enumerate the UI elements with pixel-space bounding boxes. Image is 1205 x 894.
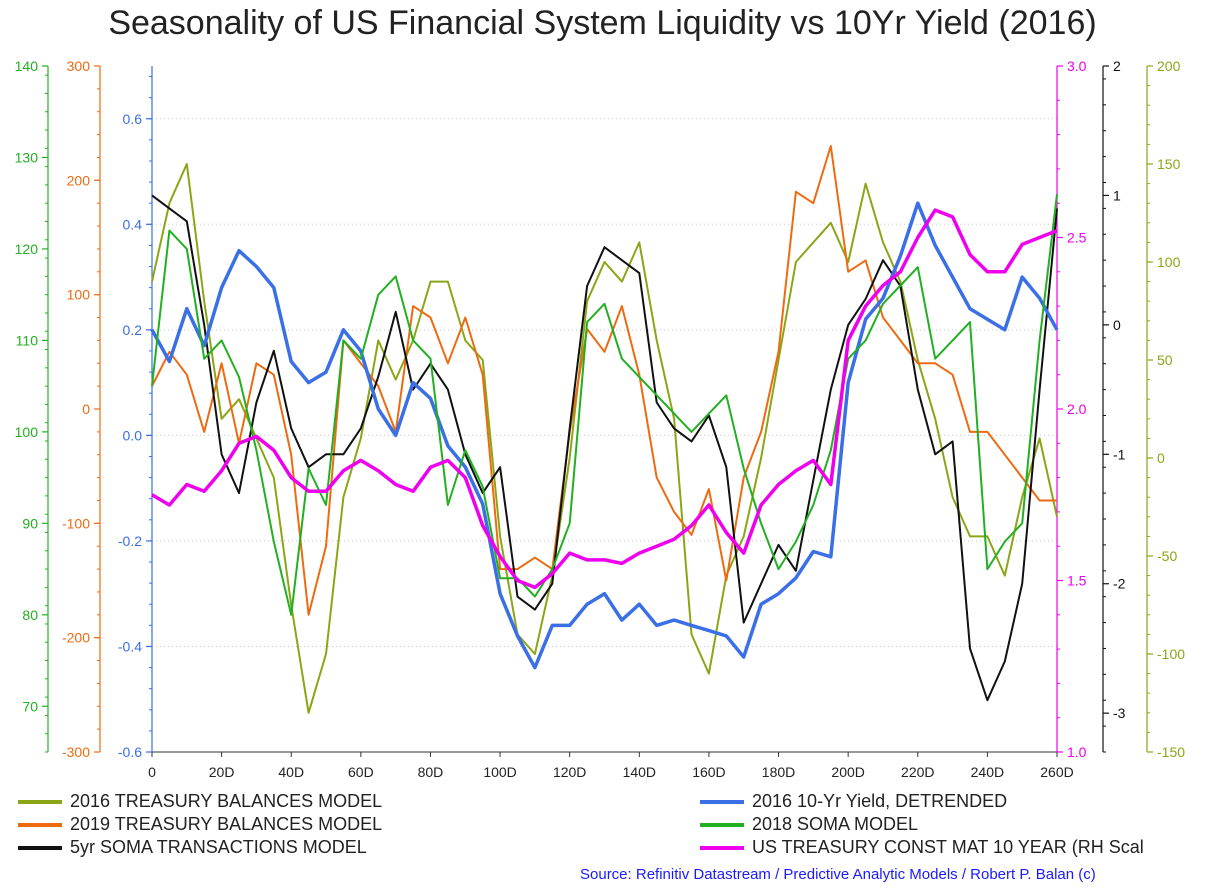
y-tick-label-tb2019-2: -100: [62, 515, 90, 531]
legend-item-tb2019: 2019 TREASURY BALANCES MODEL: [18, 814, 382, 835]
legend-item-soma2018: 2018 SOMA MODEL: [700, 814, 918, 835]
y-tick-label-ust10y-3: 2.5: [1067, 230, 1087, 246]
y-tick-label-soma5yr-2: -1: [1113, 446, 1126, 462]
y-tick-label-tb2016-0: -150: [1157, 744, 1185, 760]
legend-item-tb2016: 2016 TREASURY BALANCES MODEL: [18, 791, 382, 812]
chart-title: Seasonality of US Financial System Liqui…: [108, 4, 1097, 42]
legend-label-soma2018: 2018 SOMA MODEL: [752, 814, 919, 834]
y-tick-label-soma5yr-0: -3: [1113, 705, 1126, 721]
y-tick-label-tb2019-5: 200: [67, 172, 91, 188]
y-tick-label-ust10y-0: 1.0: [1067, 744, 1087, 760]
x-tick-label-9: 180D: [762, 764, 795, 780]
legend-swatch-soma5yr: [18, 846, 62, 851]
x-tick-label-12: 240D: [971, 764, 1004, 780]
series-line-ust10y: [151, 208, 1058, 590]
y-tick-label-yield_detrended-6: 0.6: [123, 111, 143, 127]
x-tick-label-2: 40D: [278, 764, 304, 780]
y-tick-label-tb2016-1: -100: [1157, 646, 1185, 662]
y-tick-label-soma5yr-5: 2: [1113, 58, 1121, 74]
y-tick-label-ust10y-1: 1.5: [1067, 573, 1087, 589]
legend-label-tb2016: 2016 TREASURY BALANCES MODEL: [70, 791, 383, 811]
y-tick-label-soma2018-5: 120: [15, 241, 39, 257]
y-tick-label-tb2016-2: -50: [1157, 548, 1177, 564]
legend-item-yield: 2016 10-Yr Yield, DETRENDED: [700, 791, 1007, 812]
y-tick-label-ust10y-4: 3.0: [1067, 58, 1087, 74]
y-tick-label-soma2018-6: 130: [15, 149, 39, 165]
y-tick-label-tb2016-6: 150: [1157, 156, 1181, 172]
y-tick-label-yield_detrended-3: 0.0: [123, 427, 143, 443]
y-tick-label-tb2019-3: 0: [82, 401, 90, 417]
y-tick-label-soma2018-7: 140: [15, 58, 39, 74]
y-tick-label-tb2016-4: 50: [1157, 352, 1173, 368]
legend-label-soma5yr: 5yr SOMA TRANSACTIONS MODEL: [70, 837, 367, 857]
y-tick-label-tb2019-1: -200: [62, 630, 90, 646]
x-tick-label-6: 120D: [553, 764, 586, 780]
y-tick-label-tb2019-6: 300: [67, 58, 91, 74]
legend-swatch-yield: [700, 800, 744, 805]
y-tick-label-yield_detrended-2: -0.2: [118, 533, 142, 549]
series-line-soma5yr: [151, 194, 1058, 702]
y-tick-label-soma5yr-3: 0: [1113, 317, 1121, 333]
source-note: Source: Refinitiv Datastream / Predictiv…: [580, 866, 1096, 883]
legend-swatch-tb2019: [18, 823, 62, 828]
series-line-tb2016: [151, 163, 1058, 714]
legend-swatch-tb2016: [18, 800, 62, 805]
y-tick-label-tb2019-4: 100: [67, 287, 91, 303]
y-tick-label-soma2018-1: 80: [22, 607, 38, 623]
x-tick-label-1: 20D: [209, 764, 235, 780]
x-tick-label-4: 80D: [418, 764, 444, 780]
y-tick-label-tb2016-5: 100: [1157, 254, 1181, 270]
y-tick-label-tb2016-7: 200: [1157, 58, 1181, 74]
x-tick-label-13: 260D: [1040, 764, 1073, 780]
x-tick-label-5: 100D: [483, 764, 516, 780]
y-tick-label-soma2018-0: 70: [22, 698, 38, 714]
x-tick-label-0: 0: [148, 764, 156, 780]
legend-label-ust10y: US TREASURY CONST MAT 10 YEAR (RH Scal: [752, 837, 1144, 857]
y-tick-label-yield_detrended-1: -0.4: [118, 638, 142, 654]
y-tick-label-soma2018-2: 90: [22, 515, 38, 531]
legend-label-yield: 2016 10-Yr Yield, DETRENDED: [752, 791, 1008, 811]
series-line-tb2019: [151, 145, 1057, 616]
series-layer: [150, 145, 1059, 714]
legend-label-tb2019: 2019 TREASURY BALANCES MODEL: [70, 814, 383, 834]
legend-swatch-ust10y: [700, 846, 744, 851]
series-line-yield_detrended: [150, 201, 1059, 670]
y-tick-label-yield_detrended-5: 0.4: [123, 216, 143, 232]
axes-layer: 0 20D 40D 60D 80D 100D 120D 140D 160D 180D 200D 220…: [15, 58, 1186, 780]
x-tick-label-10: 200D: [831, 764, 864, 780]
x-tick-label-8: 160D: [692, 764, 725, 780]
y-tick-label-soma5yr-4: 1: [1113, 187, 1121, 203]
y-tick-label-tb2016-3: 0: [1157, 450, 1165, 466]
legend-swatch-soma2018: [700, 823, 744, 828]
y-tick-label-soma2018-4: 110: [16, 332, 39, 348]
y-tick-label-soma5yr-1: -2: [1113, 576, 1126, 592]
x-tick-label-3: 60D: [348, 764, 374, 780]
y-tick-label-yield_detrended-4: 0.2: [123, 322, 143, 338]
legend-item-ust10y: US TREASURY CONST MAT 10 YEAR (RH Scal: [700, 837, 1144, 858]
series-line-soma2018: [151, 193, 1058, 616]
y-tick-label-ust10y-2: 2.0: [1067, 401, 1087, 417]
y-tick-label-yield_detrended-0: -0.6: [118, 744, 142, 760]
x-tick-label-7: 140D: [623, 764, 656, 780]
y-tick-label-soma2018-3: 100: [15, 424, 39, 440]
legend-item-soma5yr: 5yr SOMA TRANSACTIONS MODEL: [18, 837, 367, 858]
y-tick-label-tb2019-0: -300: [62, 744, 90, 760]
x-tick-label-11: 220D: [901, 764, 934, 780]
